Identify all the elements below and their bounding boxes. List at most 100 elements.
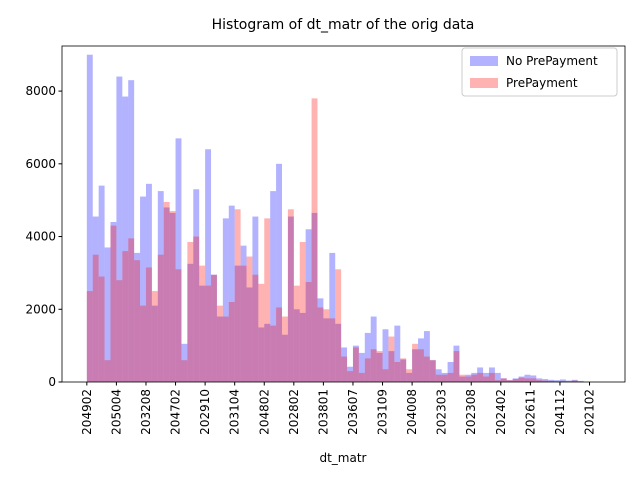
histogram-bar — [441, 372, 448, 382]
x-tick-label: 203801 — [316, 389, 330, 435]
histogram-bar — [163, 202, 170, 382]
legend-label: No PrePayment — [506, 54, 598, 68]
histogram-bar — [116, 76, 123, 382]
histogram-bar — [122, 251, 129, 382]
histogram-bar — [418, 338, 424, 382]
histogram-bar — [199, 265, 206, 382]
histogram-bar — [311, 212, 318, 382]
histogram-bar — [494, 380, 501, 382]
x-tick-label: 204112 — [553, 389, 567, 435]
histogram-bar — [577, 380, 584, 382]
histogram-bar — [565, 380, 572, 382]
x-axis-label: dt_matr — [319, 451, 366, 465]
histogram-bar — [459, 376, 466, 382]
y-tick-label: 0 — [48, 375, 56, 389]
histogram-bar — [530, 378, 537, 382]
histogram-bar — [341, 347, 348, 382]
histogram-bar — [110, 225, 117, 382]
histogram-bar — [370, 316, 377, 382]
histogram-bar — [317, 307, 324, 382]
histogram-bar — [500, 378, 507, 382]
histogram-bar — [559, 379, 566, 382]
x-tick-label: 204702 — [169, 389, 183, 435]
histogram-bar — [169, 211, 176, 382]
histogram-bar — [477, 367, 484, 382]
histogram-bar — [252, 274, 259, 382]
histogram-bar — [240, 265, 247, 382]
histogram-bar — [258, 283, 265, 382]
chart-title: Histogram of dt_matr of the orig data — [212, 17, 475, 33]
x-tick-label: 202102 — [583, 389, 597, 435]
histogram-bar — [358, 352, 365, 382]
x-tick-label: 204902 — [80, 389, 94, 435]
x-tick-label: 202611 — [523, 389, 537, 435]
histogram-bar — [246, 256, 253, 382]
x-tick-label: 204008 — [405, 389, 419, 435]
histogram-bar — [323, 309, 330, 382]
histogram-bar — [548, 380, 555, 382]
histogram-bar — [128, 238, 135, 382]
histogram-bar — [252, 216, 259, 382]
histogram-bar — [287, 209, 294, 382]
histogram-bar — [388, 336, 395, 382]
histogram-bar — [435, 374, 442, 382]
histogram-bar — [258, 327, 265, 382]
histogram-bar — [453, 345, 460, 382]
histogram-bar — [506, 380, 513, 382]
histogram-bar — [335, 269, 342, 382]
histogram-bar — [92, 216, 99, 382]
x-tick-label: 204802 — [257, 389, 271, 435]
histogram-bar — [175, 269, 182, 382]
histogram-bar — [406, 369, 413, 382]
histogram-bar — [193, 189, 200, 382]
histogram-bar — [412, 349, 419, 382]
histogram-bar — [305, 229, 312, 382]
histogram-bar — [388, 351, 395, 382]
histogram-bar — [542, 380, 549, 382]
histogram-bar — [418, 349, 424, 382]
histogram-bar — [293, 309, 300, 382]
histogram-bar — [518, 377, 525, 382]
histogram-bar — [423, 356, 430, 382]
histogram-bar — [488, 372, 495, 382]
histogram-bar — [145, 183, 152, 382]
histogram-bar — [494, 372, 501, 382]
histogram-bar — [181, 343, 188, 382]
histogram-bar — [559, 380, 566, 382]
x-tick-label: 203208 — [139, 389, 153, 435]
histogram-bar — [264, 218, 271, 382]
histogram-bar — [465, 374, 472, 382]
histogram-bar — [193, 236, 200, 382]
histogram-bar — [145, 267, 152, 382]
x-tick-label: 202308 — [464, 389, 478, 435]
histogram-bar — [554, 380, 560, 382]
histogram-bar — [293, 285, 300, 382]
histogram-bar — [104, 247, 111, 382]
histogram-bar — [205, 149, 212, 382]
histogram-bar — [376, 352, 383, 382]
histogram-bar — [453, 351, 460, 382]
histogram-bar — [347, 366, 353, 382]
histogram-bar — [234, 209, 241, 382]
histogram-bar — [530, 375, 537, 382]
legend-swatch — [470, 78, 498, 88]
histogram-bar — [199, 285, 206, 382]
histogram-bar — [412, 343, 419, 382]
histogram-bar — [163, 207, 170, 382]
histogram-bar — [110, 222, 117, 382]
histogram-bar — [352, 345, 359, 382]
histogram-bar — [394, 325, 401, 382]
x-tick-label: 202402 — [494, 389, 508, 435]
histogram-bar — [382, 329, 389, 382]
y-tick-label: 2000 — [25, 302, 56, 316]
histogram-bar — [299, 312, 306, 382]
histogram-bar — [571, 380, 578, 382]
histogram-bar — [228, 205, 235, 382]
histogram-bar — [305, 282, 312, 382]
legend-box — [461, 47, 618, 97]
histogram-bar — [122, 96, 129, 382]
histogram-bar — [370, 349, 377, 382]
histogram-bar — [205, 285, 212, 382]
histogram-bar — [447, 372, 454, 382]
histogram-bar — [311, 98, 318, 382]
